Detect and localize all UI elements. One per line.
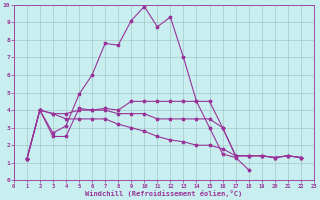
X-axis label: Windchill (Refroidissement éolien,°C): Windchill (Refroidissement éolien,°C) (85, 190, 243, 197)
